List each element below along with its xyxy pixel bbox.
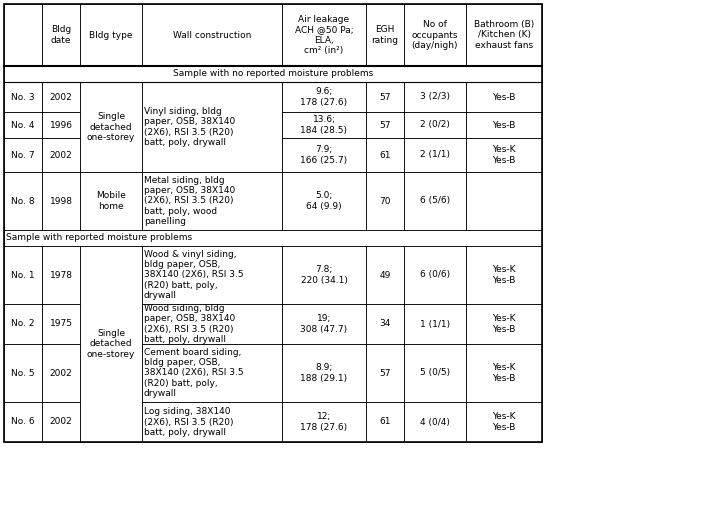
Text: 2002: 2002: [50, 151, 72, 160]
Text: Yes-K
Yes-B: Yes-K Yes-B: [492, 266, 516, 285]
Text: No. 8: No. 8: [11, 197, 35, 206]
Bar: [466, 138, 542, 172]
Text: Mobile
home: Mobile home: [96, 191, 126, 211]
Bar: [404, 4, 466, 66]
Text: 1 (1/1): 1 (1/1): [420, 320, 450, 329]
Text: No of
occupants
(day/nigh): No of occupants (day/nigh): [412, 20, 458, 50]
Bar: [80, 4, 142, 66]
Bar: [142, 344, 282, 402]
Bar: [142, 4, 282, 66]
Text: Wood siding, bldg
paper, OSB, 38X140
(2X6), RSI 3.5 (R20)
batt, poly, drywall: Wood siding, bldg paper, OSB, 38X140 (2X…: [144, 304, 235, 344]
Text: Vinyl siding, bldg
paper, OSB, 38X140
(2X6), RSI 3.5 (R20)
batt, poly, drywall: Vinyl siding, bldg paper, OSB, 38X140 (2…: [144, 107, 235, 147]
Bar: [4, 4, 542, 442]
Text: Single
detached
one-storey: Single detached one-storey: [87, 112, 135, 142]
Bar: [42, 172, 80, 230]
Bar: [4, 304, 42, 344]
Text: 57: 57: [379, 120, 391, 129]
Bar: [282, 82, 366, 112]
Bar: [4, 138, 42, 172]
Bar: [42, 112, 80, 138]
Text: Bldg type: Bldg type: [89, 31, 133, 40]
Text: 13.6;
184 (28.5): 13.6; 184 (28.5): [300, 116, 347, 135]
Text: 1996: 1996: [50, 120, 72, 129]
Text: No. 4: No. 4: [11, 120, 35, 129]
Text: 9.6;
178 (27.6): 9.6; 178 (27.6): [300, 87, 347, 107]
Text: 3 (2/3): 3 (2/3): [420, 93, 450, 102]
Text: Yes-B: Yes-B: [492, 93, 516, 102]
Bar: [80, 82, 142, 172]
Bar: [42, 246, 80, 304]
Bar: [282, 344, 366, 402]
Bar: [42, 4, 80, 66]
Text: 6 (5/6): 6 (5/6): [420, 197, 450, 206]
Bar: [42, 304, 80, 344]
Bar: [4, 246, 42, 304]
Bar: [404, 138, 466, 172]
Bar: [4, 402, 42, 442]
Bar: [142, 402, 282, 442]
Text: Metal siding, bldg
paper, OSB, 38X140
(2X6), RSI 3.5 (R20)
batt, poly, wood
pane: Metal siding, bldg paper, OSB, 38X140 (2…: [144, 176, 235, 226]
Bar: [404, 402, 466, 442]
Bar: [404, 82, 466, 112]
Text: 19;
308 (47.7): 19; 308 (47.7): [300, 314, 347, 334]
Text: 2 (1/1): 2 (1/1): [420, 151, 450, 160]
Text: Yes-K
Yes-B: Yes-K Yes-B: [492, 145, 516, 165]
Bar: [4, 66, 542, 82]
Bar: [42, 138, 80, 172]
Bar: [466, 344, 542, 402]
Text: 4 (0/4): 4 (0/4): [420, 418, 450, 427]
Text: 7.9;
166 (25.7): 7.9; 166 (25.7): [300, 145, 347, 165]
Text: 1978: 1978: [50, 270, 72, 279]
Text: EGH
rating: EGH rating: [371, 25, 399, 45]
Text: 61: 61: [379, 151, 391, 160]
Bar: [366, 402, 404, 442]
Text: 2002: 2002: [50, 418, 72, 427]
Text: Wood & vinyl siding,
bldg paper, OSB,
38X140 (2X6), RSI 3.5
(R20) batt, poly,
dr: Wood & vinyl siding, bldg paper, OSB, 38…: [144, 250, 244, 301]
Text: Sample with no reported moisture problems: Sample with no reported moisture problem…: [173, 69, 373, 78]
Bar: [466, 4, 542, 66]
Bar: [282, 4, 366, 66]
Bar: [366, 82, 404, 112]
Bar: [4, 230, 542, 246]
Bar: [282, 246, 366, 304]
Bar: [466, 246, 542, 304]
Bar: [142, 246, 282, 304]
Text: 1975: 1975: [50, 320, 72, 329]
Text: 57: 57: [379, 368, 391, 377]
Bar: [4, 4, 42, 66]
Text: 70: 70: [379, 197, 391, 206]
Bar: [80, 246, 142, 442]
Text: No. 7: No. 7: [11, 151, 35, 160]
Text: 5 (0/5): 5 (0/5): [420, 368, 450, 377]
Text: 12;
178 (27.6): 12; 178 (27.6): [300, 412, 347, 432]
Bar: [466, 82, 542, 112]
Bar: [404, 172, 466, 230]
Bar: [4, 344, 42, 402]
Bar: [42, 344, 80, 402]
Text: 1998: 1998: [50, 197, 72, 206]
Text: No. 3: No. 3: [11, 93, 35, 102]
Bar: [466, 112, 542, 138]
Text: Yes-K
Yes-B: Yes-K Yes-B: [492, 314, 516, 334]
Bar: [366, 172, 404, 230]
Text: Wall construction: Wall construction: [173, 31, 251, 40]
Text: Bldg
date: Bldg date: [51, 25, 71, 45]
Bar: [366, 246, 404, 304]
Bar: [282, 172, 366, 230]
Bar: [42, 82, 80, 112]
Text: Yes-B: Yes-B: [492, 120, 516, 129]
Text: No. 2: No. 2: [11, 320, 35, 329]
Text: Yes-K
Yes-B: Yes-K Yes-B: [492, 412, 516, 432]
Bar: [366, 4, 404, 66]
Bar: [404, 344, 466, 402]
Text: 34: 34: [379, 320, 391, 329]
Bar: [4, 172, 42, 230]
Text: 2002: 2002: [50, 93, 72, 102]
Text: 5.0;
64 (9.9): 5.0; 64 (9.9): [306, 191, 342, 211]
Text: Sample with reported moisture problems: Sample with reported moisture problems: [6, 234, 192, 243]
Bar: [366, 304, 404, 344]
Text: 7.8;
220 (34.1): 7.8; 220 (34.1): [300, 266, 347, 285]
Bar: [466, 172, 542, 230]
Text: 49: 49: [379, 270, 391, 279]
Bar: [366, 112, 404, 138]
